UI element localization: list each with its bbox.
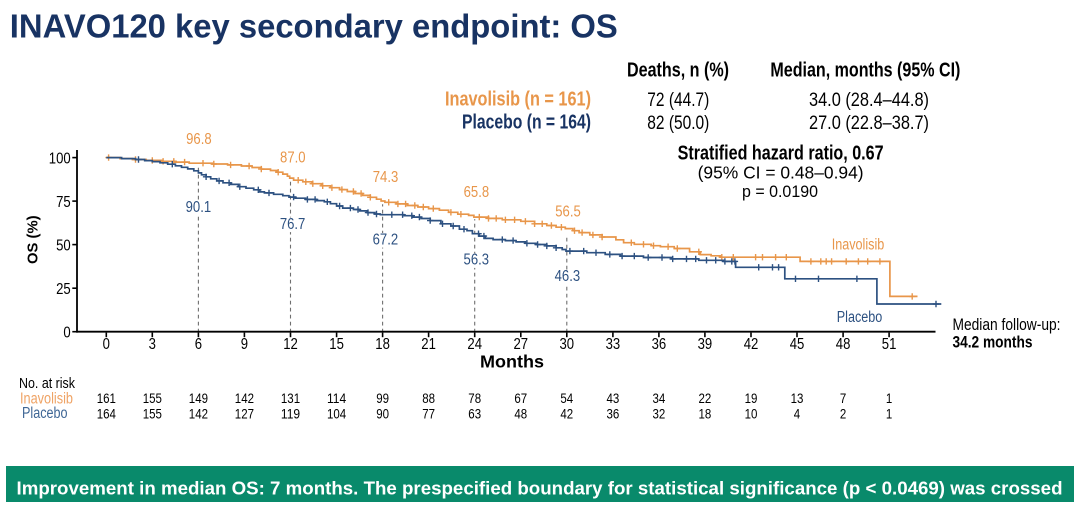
svg-text:142: 142 [189,406,208,422]
svg-text:INAVO120 key secondary endpoin: INAVO120 key secondary endpoint: OS [10,8,618,45]
svg-text:74.3: 74.3 [373,169,399,186]
svg-text:100: 100 [49,150,71,167]
svg-text:Placebo: Placebo [22,405,68,422]
svg-text:161: 161 [97,390,116,406]
svg-text:90.1: 90.1 [186,199,212,216]
svg-text:Placebo (n = 164): Placebo (n = 164) [462,111,591,133]
svg-text:50: 50 [56,237,71,254]
svg-text:149: 149 [189,390,208,406]
svg-text:155: 155 [143,406,162,422]
svg-text:63: 63 [468,406,481,422]
svg-text:7: 7 [840,390,847,406]
svg-text:Placebo: Placebo [837,309,883,326]
svg-text:72 (44.7): 72 (44.7) [647,90,709,111]
svg-text:18: 18 [375,336,390,353]
svg-text:114: 114 [327,390,346,406]
svg-text:(95% CI = 0.48–0.94): (95% CI = 0.48–0.94) [698,162,864,182]
svg-text:67.2: 67.2 [373,231,399,248]
svg-text:65.8: 65.8 [464,184,490,201]
svg-text:77: 77 [422,406,435,422]
svg-text:39: 39 [698,336,713,353]
svg-text:42: 42 [744,336,759,353]
svg-text:Deaths, n (%): Deaths, n (%) [627,60,729,82]
svg-text:33: 33 [606,336,621,353]
svg-text:56.3: 56.3 [464,252,490,269]
svg-text:87.0: 87.0 [280,149,306,166]
svg-text:Inavolisib: Inavolisib [832,237,885,254]
svg-text:30: 30 [560,336,575,353]
svg-text:78: 78 [468,390,481,406]
svg-text:2: 2 [840,406,847,422]
svg-text:Inavolisib: Inavolisib [20,390,73,407]
svg-text:67: 67 [514,390,527,406]
svg-text:6: 6 [195,336,202,353]
svg-text:45: 45 [790,336,805,353]
svg-text:Improvement in median OS: 7 mo: Improvement in median OS: 7 months. The … [17,478,1063,499]
svg-text:34: 34 [653,390,666,406]
svg-text:82 (50.0): 82 (50.0) [647,113,709,134]
svg-text:24: 24 [467,336,482,353]
svg-text:p = 0.0190: p = 0.0190 [742,182,818,201]
svg-text:Stratified hazard ratio, 0.67: Stratified hazard ratio, 0.67 [678,142,884,164]
svg-text:27: 27 [514,336,529,353]
svg-text:48: 48 [514,406,527,422]
svg-text:15: 15 [329,336,344,353]
svg-text:51: 51 [882,336,897,353]
svg-text:75: 75 [56,194,71,211]
svg-text:19: 19 [745,390,758,406]
svg-text:76.7: 76.7 [280,216,306,233]
svg-text:54: 54 [560,390,573,406]
svg-text:43: 43 [607,390,620,406]
svg-text:3: 3 [149,336,156,353]
svg-text:1: 1 [886,406,893,422]
svg-text:OS (%): OS (%) [25,215,42,264]
svg-text:13: 13 [791,390,804,406]
svg-text:9: 9 [241,336,248,353]
svg-text:25: 25 [56,281,71,298]
svg-text:56.5: 56.5 [555,203,581,220]
svg-text:34.0 (28.4–44.8): 34.0 (28.4–44.8) [809,90,929,111]
svg-text:88: 88 [422,390,435,406]
svg-text:10: 10 [745,406,758,422]
svg-text:155: 155 [143,390,162,406]
svg-text:Inavolisib (n = 161): Inavolisib (n = 161) [445,88,591,110]
svg-text:0: 0 [63,324,70,341]
svg-text:18: 18 [699,406,712,422]
svg-text:119: 119 [281,406,300,422]
svg-text:Months: Months [480,351,544,371]
svg-text:32: 32 [653,406,666,422]
svg-text:127: 127 [235,406,254,422]
svg-text:4: 4 [794,406,801,422]
svg-text:48: 48 [836,336,851,353]
svg-text:142: 142 [235,390,254,406]
svg-text:164: 164 [97,406,116,422]
svg-text:131: 131 [281,390,300,406]
svg-text:22: 22 [699,390,712,406]
svg-text:No. at risk: No. at risk [19,375,75,392]
svg-text:Median follow-up:: Median follow-up: [953,315,1061,334]
svg-text:Median, months (95% CI): Median, months (95% CI) [770,60,960,82]
svg-text:34.2 months: 34.2 months [953,332,1033,351]
svg-text:12: 12 [283,336,298,353]
svg-text:21: 21 [421,336,436,353]
svg-text:42: 42 [560,406,573,422]
svg-text:36: 36 [607,406,620,422]
svg-text:27.0 (22.8–38.7): 27.0 (22.8–38.7) [809,113,929,134]
svg-text:36: 36 [652,336,667,353]
svg-text:104: 104 [327,406,346,422]
svg-text:0: 0 [103,336,110,353]
svg-text:96.8: 96.8 [186,131,212,148]
svg-text:99: 99 [376,390,389,406]
svg-text:90: 90 [376,406,389,422]
svg-text:46.3: 46.3 [555,268,581,285]
svg-text:1: 1 [886,390,893,406]
